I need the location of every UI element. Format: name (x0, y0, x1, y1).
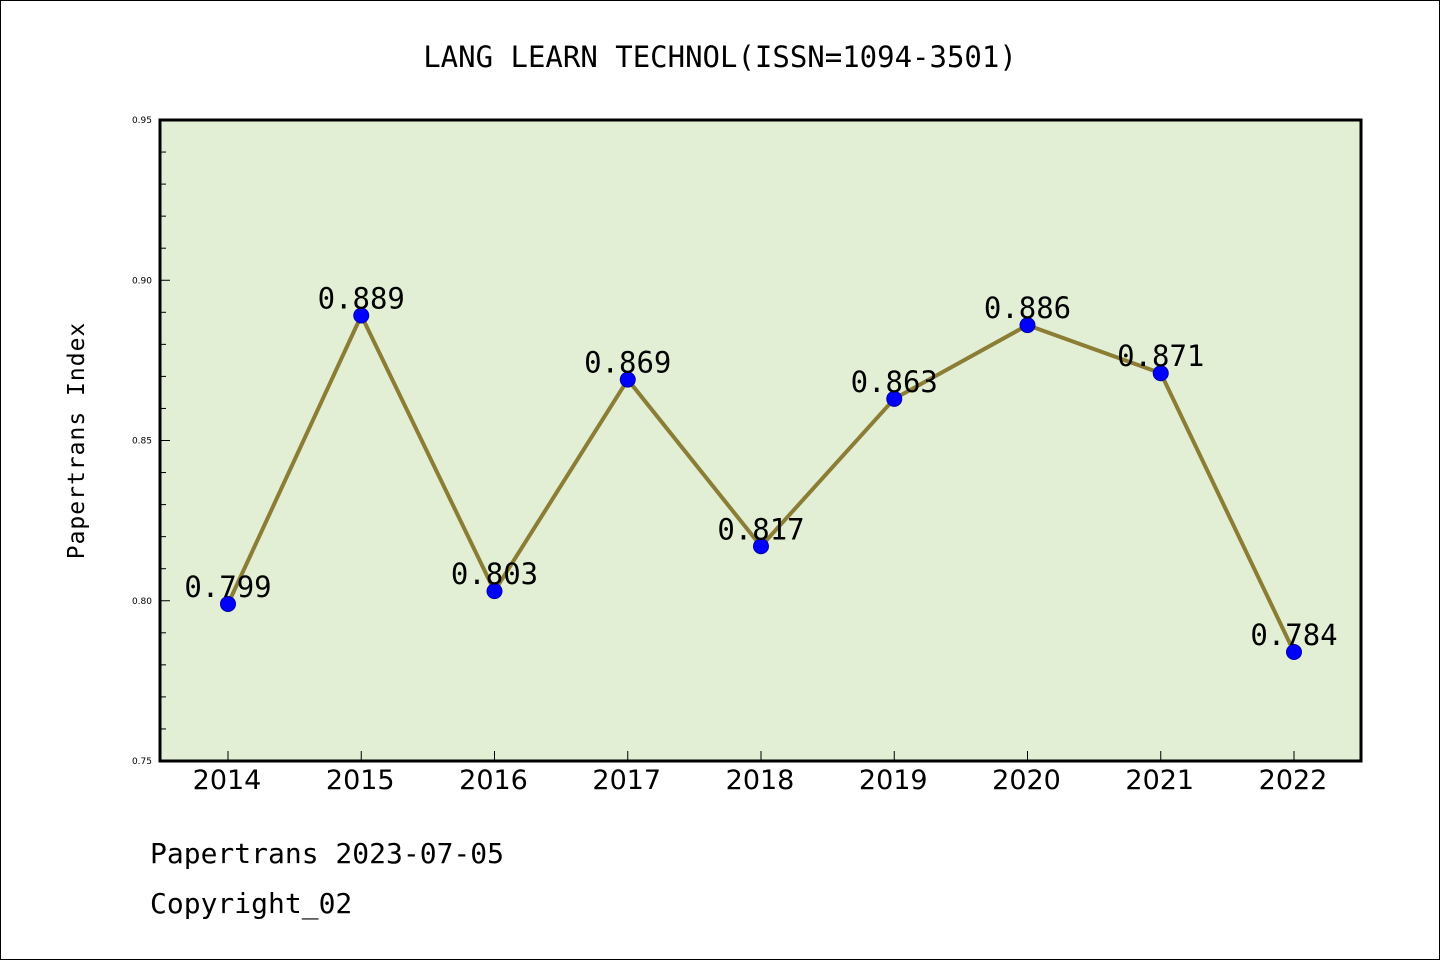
y-tick-label: 0.75 (132, 757, 152, 767)
data-points (220, 307, 1302, 661)
data-labels: 0.799 0.889 0.803 0.869 0.817 0.863 0.886 0.871… (184, 282, 1337, 653)
data-point (220, 595, 236, 612)
footer-copyright: Copyright_02 (150, 887, 352, 921)
data-point (1019, 317, 1036, 334)
x-tick-label: 2018 (726, 765, 795, 796)
plot-area (160, 120, 1361, 761)
x-tick-label: 2014 (193, 765, 262, 796)
x-tick-label: 2016 (459, 765, 528, 796)
data-point (1286, 644, 1302, 661)
data-label: 0.869 (584, 346, 671, 380)
data-point (353, 307, 370, 324)
data-point (753, 538, 769, 555)
y-tick-label: 0.80 (132, 597, 152, 607)
x-tick-label: 2021 (1125, 765, 1194, 796)
y-tick-label: 0.95 (132, 116, 152, 126)
data-point (1152, 365, 1169, 382)
footer-date: Papertrans 2023-07-05 (150, 837, 504, 870)
data-label: 0.784 (1250, 618, 1337, 652)
data-label: 0.863 (851, 365, 938, 399)
x-tick-label: 2015 (326, 765, 395, 796)
data-label: 0.886 (984, 291, 1071, 325)
data-label: 0.803 (451, 557, 538, 591)
data-point (619, 371, 636, 388)
data-label: 0.799 (184, 570, 271, 604)
plot-border (158, 118, 1363, 763)
x-tick-label: 2020 (992, 765, 1061, 796)
y-tick-label: 0.85 (132, 437, 152, 447)
x-tick-label: 2022 (1259, 765, 1328, 796)
data-point (886, 390, 903, 407)
data-label: 0.889 (318, 282, 405, 316)
x-tick-label: 2017 (592, 765, 661, 796)
x-axis: 2014 2015 2016 2017 2018 2019 2020 2021 2022 (193, 751, 1328, 796)
chart-title: LANG LEARN TECHNOL(ISSN=1094-3501) (423, 40, 1017, 74)
data-label: 0.817 (717, 512, 804, 546)
data-label: 0.871 (1117, 339, 1204, 373)
data-point (486, 583, 503, 600)
x-tick-label: 2019 (859, 765, 928, 796)
y-tick-label: 0.90 (132, 276, 152, 286)
y-axis-label: Papertrans Index (64, 322, 90, 560)
